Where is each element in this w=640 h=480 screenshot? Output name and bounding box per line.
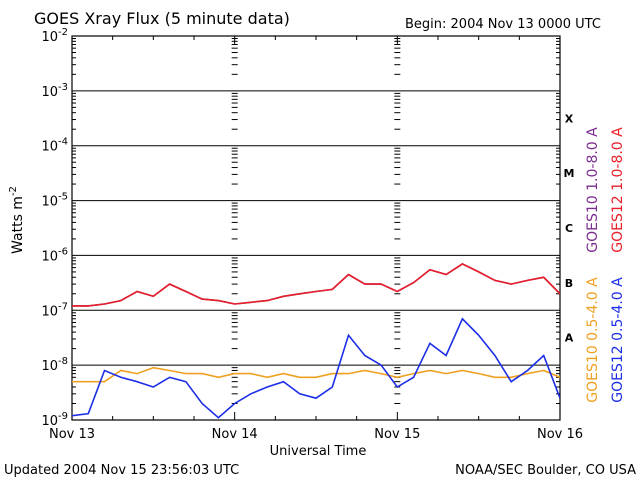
legend-entry: GOES12 0.5-4.0 A [610, 277, 626, 403]
begin-label: Begin: 2004 Nov 13 0000 UTC [405, 17, 601, 32]
updated-timestamp: Updated 2004 Nov 15 23:56:03 UTC [4, 463, 239, 478]
flare-class-label: M [564, 167, 575, 180]
y-tick-label: 10-8 [41, 356, 68, 374]
y-tick-label: 10-7 [41, 301, 68, 319]
x-tick-label: Nov 13 [49, 427, 95, 442]
legend: GOES10 1.0-8.0 A GOES12 1.0-8.0 A GOES10 0… [585, 127, 626, 403]
x-tick-label: Nov 14 [212, 427, 258, 442]
flare-class-label: B [565, 277, 573, 290]
y-tick-label: 10-3 [41, 82, 68, 100]
y-tick-label: 10-5 [41, 192, 68, 210]
x-tick-labels: Nov 13 Nov 14 Nov 15 Nov 16 [49, 427, 583, 442]
flare-class-label: C [565, 222, 573, 235]
x-tick-label: Nov 16 [537, 427, 583, 442]
chart-title: GOES Xray Flux (5 minute data) [34, 9, 290, 28]
plot-frame [71, 35, 561, 421]
plot-area [71, 35, 561, 421]
y-axis-label-base: Watts m [10, 196, 26, 254]
flare-class-labels: A B C M X [564, 112, 575, 344]
y-tick-label: 10-2 [41, 27, 68, 45]
x-axis-label: Universal Time [270, 444, 367, 459]
y-tick-labels: 10-9 10-8 10-7 10-6 10-5 10-4 10-3 10-2 [41, 27, 68, 429]
series-line [72, 262, 560, 307]
series-line [72, 366, 560, 383]
y-tick-label: 10-6 [41, 246, 68, 264]
flare-class-label: A [565, 332, 574, 345]
y-axis-label-exponent: -2 [8, 186, 19, 196]
credit-label: NOAA/SEC Boulder, CO USA [455, 463, 636, 478]
y-tick-label: 10-4 [41, 137, 68, 155]
y-tick-label: 10-9 [41, 411, 68, 429]
legend-entry: GOES10 1.0-8.0 A [585, 127, 601, 253]
legend-entry: GOES12 1.0-8.0 A [610, 127, 626, 253]
series-line [72, 262, 560, 307]
series-line [72, 317, 560, 419]
legend-entry: GOES10 0.5-4.0 A [585, 277, 601, 403]
flare-class-label: X [565, 112, 574, 125]
x-tick-label: Nov 15 [374, 427, 420, 442]
y-axis-label: Watts m-2 [8, 186, 26, 254]
